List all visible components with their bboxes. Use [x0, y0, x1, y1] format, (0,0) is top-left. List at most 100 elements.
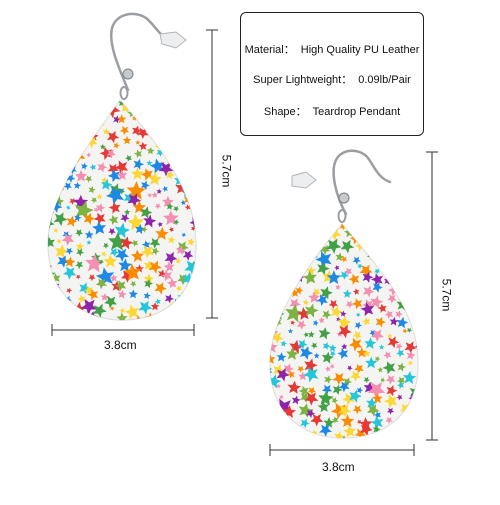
star-icon [132, 125, 142, 136]
star-icon [47, 283, 58, 296]
star-icon [157, 221, 163, 227]
star-icon [185, 149, 196, 160]
star-icon [161, 114, 174, 126]
star-icon [280, 340, 288, 347]
star-icon [175, 180, 189, 195]
star-icon [74, 214, 82, 222]
star-icon [47, 196, 50, 207]
star-icon [376, 437, 389, 439]
star-icon [423, 223, 430, 230]
star-icon [104, 295, 117, 309]
star-icon [55, 317, 67, 321]
star-icon [52, 140, 59, 146]
star-icon [406, 327, 413, 333]
star-icon [352, 288, 360, 295]
star-icon [66, 215, 78, 227]
star-icon [141, 240, 151, 249]
star-icon [283, 363, 294, 375]
star-icon [84, 285, 94, 296]
star-icon [367, 404, 380, 417]
star-icon [124, 209, 131, 215]
star-icon [53, 227, 59, 233]
left-ear-back-stopper [159, 31, 187, 49]
star-icon [181, 232, 187, 238]
star-icon [111, 100, 118, 102]
star-icon [198, 225, 207, 234]
star-icon [377, 303, 387, 313]
star-icon [385, 374, 396, 385]
star-icon [183, 138, 194, 149]
star-icon [155, 226, 169, 240]
star-icon [382, 361, 396, 375]
star-icon [400, 217, 407, 224]
star-icon [150, 127, 160, 137]
star-icon [424, 256, 431, 264]
star-icon [317, 261, 330, 276]
right-width-label: 3.8cm [322, 460, 355, 474]
star-icon [283, 239, 294, 249]
star-icon [156, 188, 162, 195]
star-icon [162, 185, 168, 192]
star-icon [197, 117, 205, 125]
star-icon [156, 149, 165, 157]
star-icon [333, 218, 338, 223]
star-icon [157, 100, 167, 103]
star-icon [108, 214, 119, 225]
star-icon [319, 424, 332, 437]
star-icon [422, 372, 428, 378]
right-ear-hook [332, 149, 392, 216]
star-icon [408, 417, 419, 429]
star-icon [75, 261, 84, 270]
star-icon [175, 257, 182, 265]
star-icon [117, 289, 127, 299]
star-icon [92, 303, 107, 318]
star-icon [184, 204, 191, 211]
star-icon [132, 200, 147, 214]
star-icon [85, 175, 93, 183]
star-icon [340, 256, 348, 263]
star-icon [166, 170, 175, 180]
star-icon [78, 110, 86, 118]
star-icon [158, 162, 174, 177]
star-icon [61, 116, 71, 126]
star-icon [67, 312, 75, 320]
star-icon [290, 320, 296, 326]
star-icon [172, 100, 185, 109]
star-icon [47, 157, 53, 169]
star-icon [52, 162, 60, 171]
star-icon [407, 272, 414, 279]
star-icon [386, 407, 395, 415]
star-icon [178, 134, 183, 139]
star-icon [406, 295, 414, 304]
star-icon [289, 298, 301, 310]
star-icon [146, 115, 165, 133]
star-icon [328, 299, 339, 309]
star-icon [366, 244, 372, 250]
star-icon [200, 290, 209, 299]
star-icon [85, 253, 104, 273]
star-icon [363, 381, 376, 394]
star-icon [391, 234, 398, 241]
star-icon [189, 160, 197, 170]
star-icon [396, 394, 403, 401]
star-icon [265, 398, 270, 403]
star-icon [283, 427, 297, 439]
star-icon [387, 224, 398, 230]
star-icon [197, 149, 203, 155]
star-icon [410, 284, 418, 291]
star-icon [279, 275, 289, 285]
star-icon [161, 195, 174, 208]
star-icon [54, 109, 65, 120]
left-width-dimension-line [51, 324, 195, 336]
star-icon [340, 310, 347, 317]
star-icon [411, 317, 419, 325]
star-icon [107, 130, 120, 144]
star-icon [186, 100, 197, 108]
star-icon [130, 249, 144, 263]
star-icon [116, 169, 128, 181]
star-icon [278, 224, 284, 225]
star-icon [163, 261, 175, 272]
star-icon [193, 100, 197, 105]
star-icon [202, 321, 207, 326]
